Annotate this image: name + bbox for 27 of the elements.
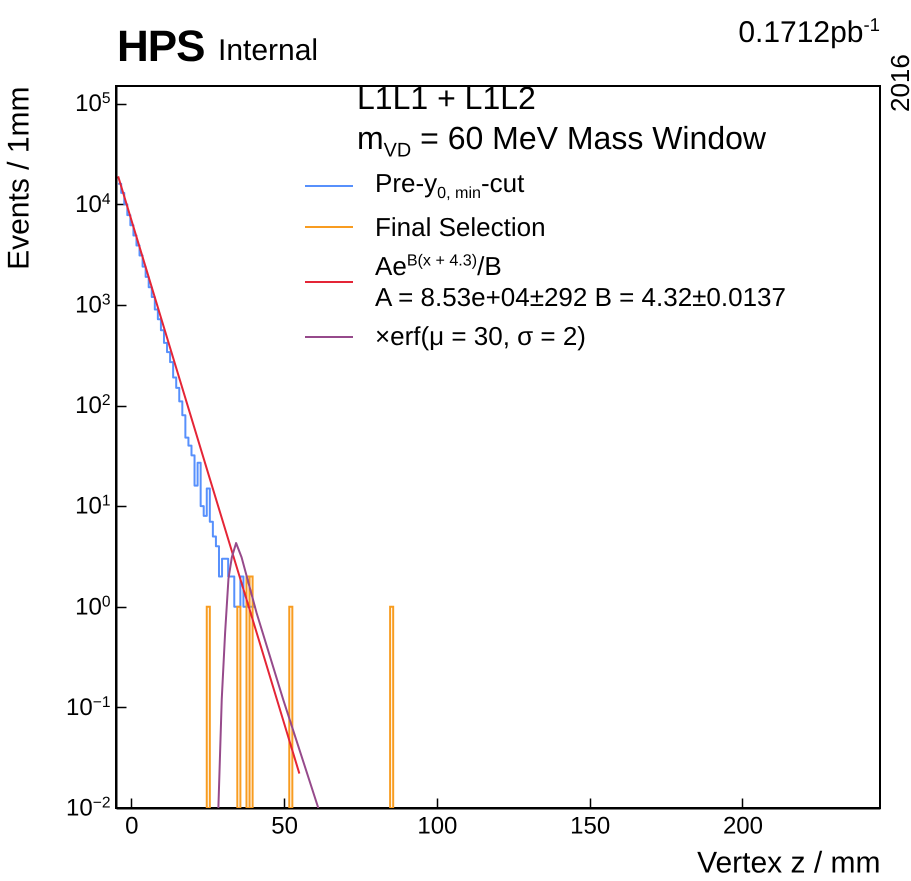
y-tick-label: 10$^{5}$	[75, 90, 111, 118]
y-tick-label: 10$^{2}$	[75, 392, 110, 420]
legend-label: Final Selection	[375, 212, 546, 243]
x-tick-label: 100	[417, 812, 458, 840]
y-tick-label: 10$^{−1}$	[66, 693, 110, 721]
x-tick-label: 50	[271, 812, 298, 840]
x-tick-label: 0	[125, 812, 138, 840]
chart-title: HPS	[117, 22, 204, 72]
y-tick-label: 10$^{0}$	[75, 592, 111, 620]
annotation: L1L1 + L1L2	[357, 80, 536, 117]
text: 2016	[885, 54, 911, 112]
y-tick-label: 10$^{1}$	[75, 492, 110, 520]
y-tick-label: 10$^{−2}$	[66, 794, 110, 822]
annotation: m$_{V}$$_{D}$ = 60 MeV Mass Window	[357, 120, 766, 162]
legend-label: Pre-y$_{0, min}$-cut	[375, 168, 524, 204]
line-series	[217, 542, 320, 808]
legend-label: ×erf(μ = 30, σ = 2)	[375, 321, 586, 352]
x-tick-label: 150	[570, 812, 610, 840]
x-axis-title: Vertex z / mm	[697, 846, 880, 880]
chart-subtitle: Internal	[218, 34, 318, 68]
y-axis-title: Events / 1mm	[2, 86, 36, 270]
line-series	[117, 175, 300, 775]
x-tick-label: 200	[722, 812, 764, 840]
y-tick-label: 10$^{3}$	[75, 290, 110, 318]
y-tick-label: 10$^{4}$	[75, 190, 111, 218]
text: 0.1712pb$^{-1}$	[738, 14, 880, 50]
legend-label: Ae$^{B(x + 4.3)}$/B A = 8.53e+04±292 B = 4.32±0.0137	[375, 250, 786, 314]
